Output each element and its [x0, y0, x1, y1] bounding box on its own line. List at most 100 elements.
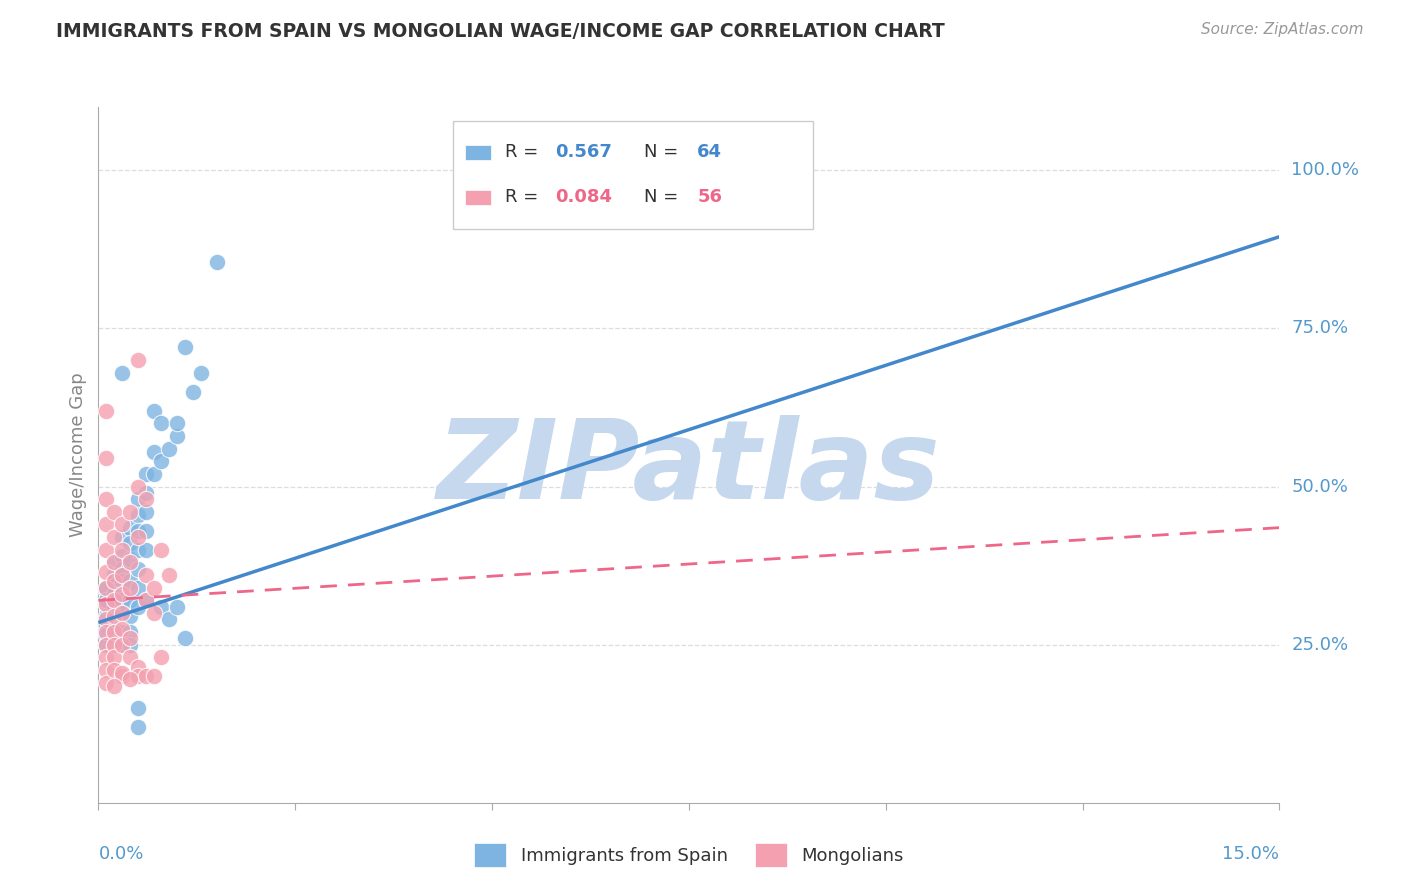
Point [135, 593, 157, 607]
Point [190, 366, 212, 380]
Text: 25.0%: 25.0% [1291, 636, 1348, 654]
Point [150, 650, 173, 665]
Point [174, 340, 197, 354]
Point [181, 384, 204, 399]
Point [118, 593, 141, 607]
Point [103, 609, 125, 624]
Text: 100.0%: 100.0% [1291, 161, 1360, 179]
Point [135, 524, 157, 538]
Point [135, 542, 157, 557]
Point [111, 638, 134, 652]
Point [118, 638, 141, 652]
Point [111, 669, 134, 683]
Point [135, 486, 157, 500]
Point [150, 417, 173, 431]
Point [127, 508, 149, 522]
Point [135, 505, 157, 519]
Point [96, 581, 118, 595]
Point [103, 625, 125, 640]
Point [118, 536, 141, 550]
Point [103, 612, 125, 626]
Point [96, 663, 118, 677]
Point [111, 666, 134, 681]
Text: 15.0%: 15.0% [1222, 845, 1279, 863]
Point [96, 492, 118, 507]
Point [127, 524, 149, 538]
Point [96, 628, 118, 642]
Point [96, 597, 118, 611]
Point [157, 612, 180, 626]
Text: 0.084: 0.084 [555, 188, 613, 206]
Point [103, 622, 125, 636]
Point [118, 505, 141, 519]
Point [118, 552, 141, 566]
Point [127, 599, 149, 614]
Point [103, 574, 125, 589]
Point [127, 530, 149, 544]
Point [111, 517, 134, 532]
Point [96, 451, 118, 466]
Point [118, 673, 141, 687]
Point [118, 625, 141, 640]
Point [157, 442, 180, 456]
Point [127, 581, 149, 595]
Text: Source: ZipAtlas.com: Source: ZipAtlas.com [1201, 22, 1364, 37]
Text: N =: N = [644, 188, 685, 206]
Point [103, 663, 125, 677]
Text: R =: R = [505, 144, 544, 161]
Text: IMMIGRANTS FROM SPAIN VS MONGOLIAN WAGE/INCOME GAP CORRELATION CHART: IMMIGRANTS FROM SPAIN VS MONGOLIAN WAGE/… [56, 22, 945, 41]
Point [96, 675, 118, 690]
Point [103, 638, 125, 652]
Point [118, 521, 141, 535]
Point [96, 638, 118, 652]
Point [135, 669, 157, 683]
Point [150, 542, 173, 557]
Point [166, 429, 188, 443]
Text: N =: N = [644, 144, 685, 161]
Text: 0.0%: 0.0% [98, 845, 143, 863]
Point [111, 593, 134, 607]
Point [166, 417, 188, 431]
Point [127, 701, 149, 715]
Point [127, 353, 149, 368]
Point [111, 549, 134, 563]
Point [150, 599, 173, 614]
Point [142, 403, 165, 417]
Point [118, 581, 141, 595]
Point [127, 542, 149, 557]
Text: 64: 64 [697, 144, 723, 161]
Point [127, 479, 149, 493]
Text: 50.0%: 50.0% [1291, 477, 1348, 496]
Text: 56: 56 [697, 188, 723, 206]
Point [150, 454, 173, 468]
Point [111, 587, 134, 601]
Point [135, 467, 157, 481]
Point [111, 625, 134, 640]
Point [96, 593, 118, 607]
Point [174, 632, 197, 646]
Point [111, 530, 134, 544]
Y-axis label: Wage/Income Gap: Wage/Income Gap [69, 373, 87, 537]
Point [96, 403, 118, 417]
Point [157, 568, 180, 582]
FancyBboxPatch shape [453, 121, 813, 229]
Point [142, 606, 165, 620]
Point [135, 568, 157, 582]
Point [135, 492, 157, 507]
Point [96, 565, 118, 579]
Point [111, 562, 134, 576]
Point [111, 568, 134, 582]
Text: ZIPatlas: ZIPatlas [437, 416, 941, 523]
Point [96, 650, 118, 665]
Point [96, 581, 118, 595]
Point [96, 597, 118, 611]
Point [96, 625, 118, 640]
Point [96, 612, 118, 626]
Point [127, 562, 149, 576]
Point [142, 444, 165, 458]
Point [103, 593, 125, 607]
Point [118, 556, 141, 570]
Point [127, 492, 149, 507]
Point [96, 638, 118, 652]
Point [103, 556, 125, 570]
